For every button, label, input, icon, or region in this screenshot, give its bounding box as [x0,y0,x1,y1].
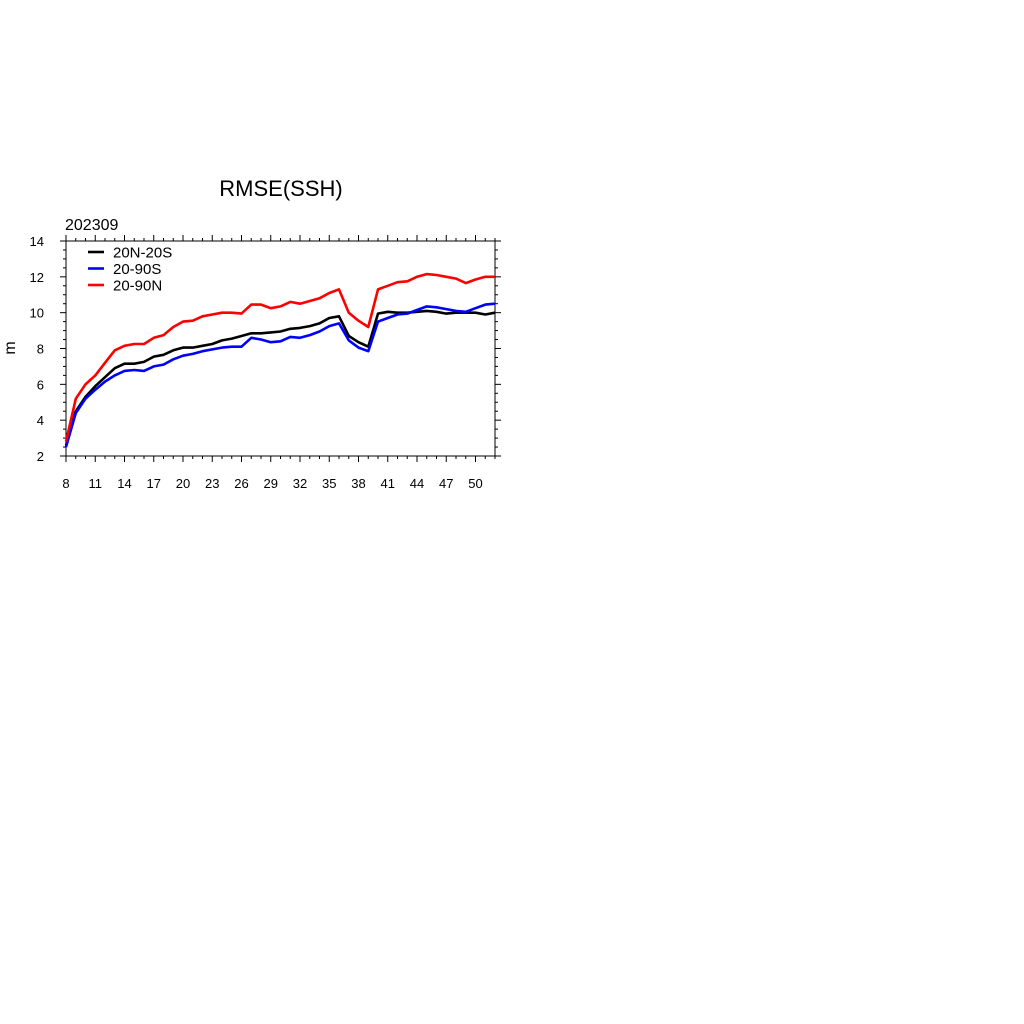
x-tick-label: 14 [117,476,131,491]
y-tick-label: 8 [37,342,44,357]
x-tick-label: 29 [264,476,278,491]
y-tick-label: 10 [30,306,44,321]
x-tick-label: 50 [468,476,482,491]
x-tick-label: 44 [410,476,424,491]
y-tick-label: 14 [30,234,44,249]
x-tick-label: 35 [322,476,336,491]
chart-title: RMSE(SSH) [219,176,342,201]
x-tick-label: 11 [89,476,103,491]
x-tick-label: 47 [439,476,453,491]
x-tick-label: 41 [381,476,395,491]
y-tick-label: 4 [37,413,44,428]
x-tick-label: 20 [176,476,190,491]
legend-label: 20-90S [113,261,161,278]
y-tick-label: 6 [37,377,44,392]
x-tick-label: 23 [205,476,219,491]
y-tick-label: 12 [30,270,44,285]
x-tick-label: 8 [62,476,69,491]
y-axis-label: m [2,341,19,354]
x-tick-label: 32 [293,476,307,491]
series-line-2 [64,272,495,442]
y-tick-label: 2 [37,449,44,464]
x-tick-label: 17 [147,476,161,491]
x-tick-label: 38 [351,476,365,491]
plot-area: 8 11 14 17 20 23 26 29 32 35 38 41 44 47 50 2 4 6 8 10 12 14 2… [30,234,501,491]
x-tick-label: 26 [234,476,248,491]
legend-label: 20N-20S [113,245,172,262]
chart-subtitle: 202309 [65,217,118,234]
series-line-1 [64,302,496,448]
legend-label: 20-90N [113,278,162,295]
series-line-0 [64,309,496,446]
